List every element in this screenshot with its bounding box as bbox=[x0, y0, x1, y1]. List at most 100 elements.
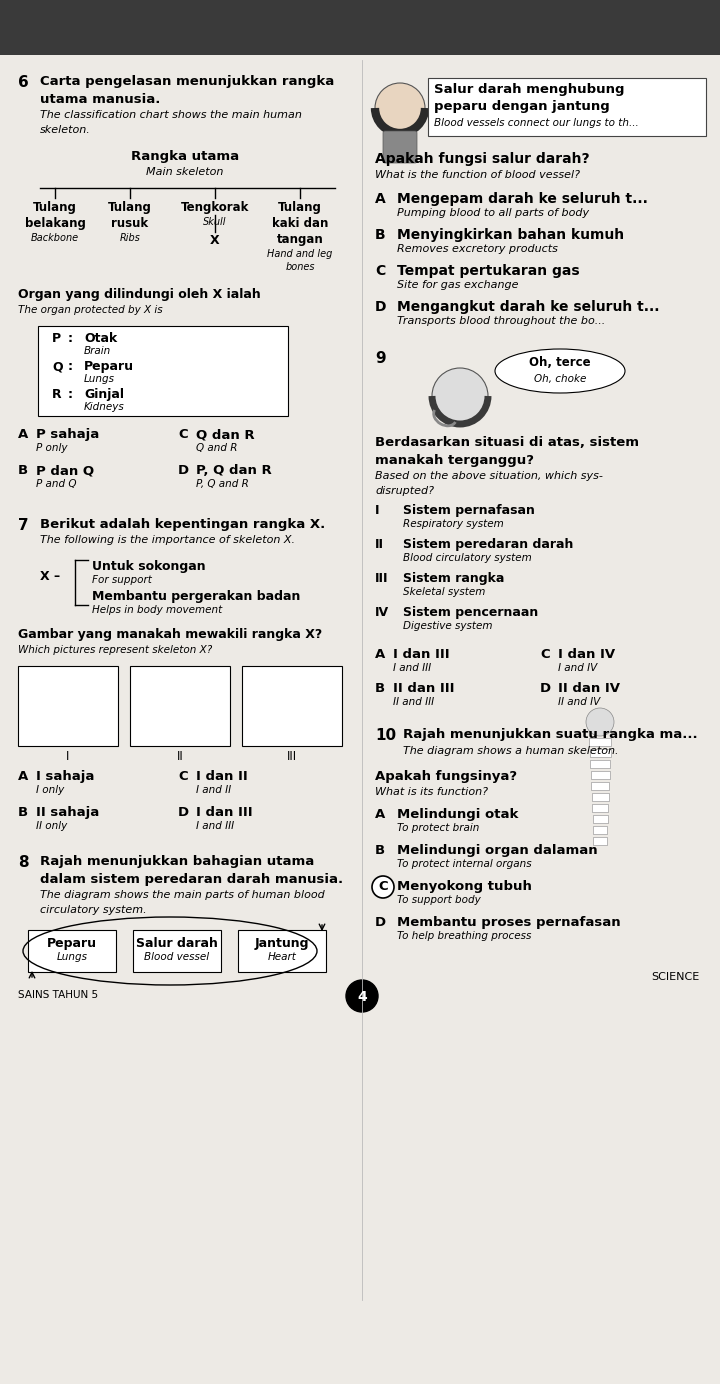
Text: I and IV: I and IV bbox=[558, 663, 598, 673]
Text: II only: II only bbox=[36, 821, 67, 830]
Text: X: X bbox=[210, 234, 220, 246]
Text: Lungs: Lungs bbox=[56, 952, 88, 962]
Text: circulatory system.: circulatory system. bbox=[40, 905, 147, 915]
Circle shape bbox=[372, 876, 394, 898]
Text: Oh, terce: Oh, terce bbox=[529, 357, 591, 370]
Text: Menyingkirkan bahan kumuh: Menyingkirkan bahan kumuh bbox=[397, 228, 624, 242]
Text: SCIENCE: SCIENCE bbox=[652, 972, 700, 983]
Text: Digestive system: Digestive system bbox=[403, 621, 492, 631]
Text: Tulang: Tulang bbox=[278, 201, 322, 215]
Text: manakah terganggu?: manakah terganggu? bbox=[375, 454, 534, 466]
Text: I dan IV: I dan IV bbox=[558, 648, 615, 662]
Text: Removes excretory products: Removes excretory products bbox=[397, 244, 558, 255]
Text: I and III: I and III bbox=[196, 821, 234, 830]
Text: Membantu proses pernafasan: Membantu proses pernafasan bbox=[397, 916, 621, 929]
Text: A: A bbox=[375, 192, 386, 206]
Text: Ginjal: Ginjal bbox=[84, 388, 124, 401]
Text: Blood vessel: Blood vessel bbox=[145, 952, 210, 962]
Bar bbox=[590, 760, 610, 768]
Text: Carta pengelasan menunjukkan rangka: Carta pengelasan menunjukkan rangka bbox=[40, 75, 334, 89]
Text: A: A bbox=[375, 648, 385, 662]
Text: Q and R: Q and R bbox=[196, 443, 238, 453]
Text: 7: 7 bbox=[18, 518, 29, 533]
Text: Q: Q bbox=[52, 360, 63, 374]
Text: B: B bbox=[375, 228, 386, 242]
Text: C: C bbox=[375, 880, 384, 893]
Text: 9: 9 bbox=[375, 352, 386, 365]
Text: I dan II: I dan II bbox=[196, 770, 248, 783]
Text: kaki dan: kaki dan bbox=[272, 217, 328, 230]
Text: Rangka utama: Rangka utama bbox=[131, 149, 239, 163]
Text: Peparu: Peparu bbox=[47, 937, 97, 949]
Text: Sistem pencernaan: Sistem pencernaan bbox=[403, 606, 539, 619]
Text: C: C bbox=[540, 648, 549, 662]
Text: disrupted?: disrupted? bbox=[375, 486, 434, 495]
Bar bbox=[591, 782, 609, 790]
Text: Salur darah menghubung: Salur darah menghubung bbox=[434, 83, 624, 95]
Text: Blood vessels connect our lungs to th...: Blood vessels connect our lungs to th... bbox=[434, 118, 639, 127]
Text: The classification chart shows the main human: The classification chart shows the main … bbox=[40, 109, 302, 120]
Text: II and III: II and III bbox=[393, 698, 434, 707]
Bar bbox=[133, 930, 221, 972]
Text: Brain: Brain bbox=[84, 346, 112, 356]
Text: C: C bbox=[375, 264, 385, 278]
Text: The organ protected by X is: The organ protected by X is bbox=[18, 304, 163, 316]
Text: Peparu: Peparu bbox=[84, 360, 134, 374]
Bar bbox=[592, 804, 608, 812]
Text: Mengangkut darah ke seluruh t...: Mengangkut darah ke seluruh t... bbox=[397, 300, 660, 314]
Text: C: C bbox=[178, 770, 188, 783]
Text: Based on the above situation, which sys-: Based on the above situation, which sys- bbox=[375, 471, 603, 482]
Text: dalam sistem peredaran darah manusia.: dalam sistem peredaran darah manusia. bbox=[40, 873, 343, 886]
Text: II: II bbox=[375, 538, 384, 551]
Text: I sahaja: I sahaja bbox=[36, 770, 94, 783]
Text: Melindungi organ dalaman: Melindungi organ dalaman bbox=[397, 844, 598, 857]
Text: Apakah fungsinya?: Apakah fungsinya? bbox=[375, 770, 517, 783]
Text: The diagram shows the main parts of human blood: The diagram shows the main parts of huma… bbox=[40, 890, 325, 900]
Text: II sahaja: II sahaja bbox=[36, 805, 99, 819]
Text: Jantung: Jantung bbox=[255, 937, 310, 949]
Text: Untuk sokongan: Untuk sokongan bbox=[92, 561, 206, 573]
Text: Tengkorak: Tengkorak bbox=[181, 201, 249, 215]
Text: To protect internal organs: To protect internal organs bbox=[397, 859, 531, 869]
Text: Blood circulatory system: Blood circulatory system bbox=[403, 554, 532, 563]
Bar bbox=[589, 738, 611, 746]
Text: tangan: tangan bbox=[276, 233, 323, 246]
Text: skeleton.: skeleton. bbox=[40, 125, 91, 136]
Text: I dan III: I dan III bbox=[393, 648, 449, 662]
Text: Helps in body movement: Helps in body movement bbox=[92, 605, 222, 614]
Text: Skull: Skull bbox=[203, 217, 227, 227]
Bar bbox=[593, 826, 607, 835]
Text: I and III: I and III bbox=[393, 663, 431, 673]
Text: P and Q: P and Q bbox=[36, 479, 76, 489]
Text: P: P bbox=[52, 332, 61, 345]
Bar bbox=[238, 930, 326, 972]
Text: The following is the importance of skeleton X.: The following is the importance of skele… bbox=[40, 536, 295, 545]
Text: Respiratory system: Respiratory system bbox=[403, 519, 504, 529]
Text: To protect brain: To protect brain bbox=[397, 823, 480, 833]
Circle shape bbox=[586, 709, 614, 736]
Text: D: D bbox=[178, 464, 189, 477]
Text: Ribs: Ribs bbox=[120, 233, 140, 244]
Text: Sistem rangka: Sistem rangka bbox=[403, 572, 505, 585]
Ellipse shape bbox=[495, 349, 625, 393]
Text: II dan IV: II dan IV bbox=[558, 682, 620, 695]
Text: X –: X – bbox=[40, 570, 60, 583]
Text: 10: 10 bbox=[375, 728, 396, 743]
Bar bbox=[242, 666, 342, 746]
Text: I and II: I and II bbox=[196, 785, 231, 794]
Bar bbox=[593, 837, 607, 846]
Text: D: D bbox=[375, 300, 387, 314]
Text: Site for gas exchange: Site for gas exchange bbox=[397, 280, 518, 291]
Text: II and IV: II and IV bbox=[558, 698, 600, 707]
Text: Main skeleton: Main skeleton bbox=[146, 167, 224, 177]
Text: 6: 6 bbox=[18, 75, 29, 90]
Text: A: A bbox=[375, 808, 385, 821]
Text: Sistem peredaran darah: Sistem peredaran darah bbox=[403, 538, 573, 551]
Text: Tulang: Tulang bbox=[33, 201, 77, 215]
Text: belakang: belakang bbox=[24, 217, 86, 230]
Text: I: I bbox=[66, 750, 70, 763]
Text: Pumping blood to all parts of body: Pumping blood to all parts of body bbox=[397, 208, 589, 219]
Bar bbox=[28, 930, 116, 972]
Text: Rajah menunjukkan suatu rangka ma...: Rajah menunjukkan suatu rangka ma... bbox=[403, 728, 698, 740]
Text: Mengepam darah ke seluruh t...: Mengepam darah ke seluruh t... bbox=[397, 192, 648, 206]
